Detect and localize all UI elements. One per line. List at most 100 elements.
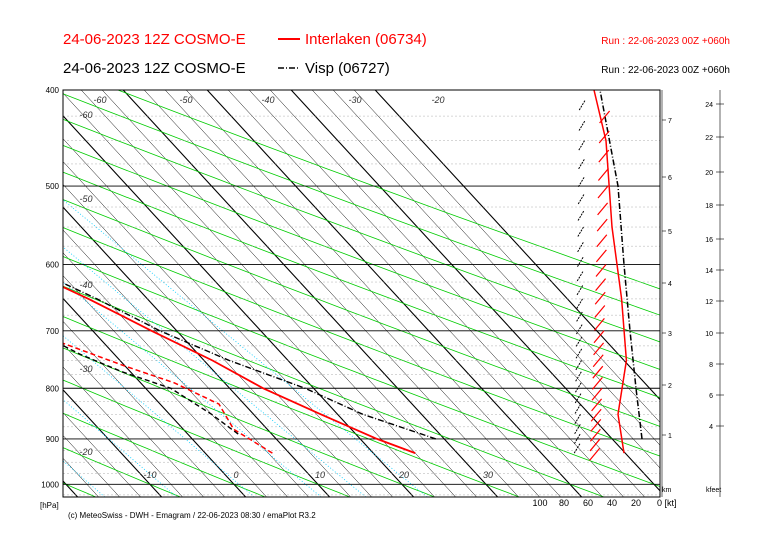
isotherm-line [63,115,415,497]
interlaken-dewpoint-line [63,342,273,454]
interlaken-wind-barb [593,330,605,344]
interlaken-wind-barb [591,376,603,390]
dry-adiabat-line [63,285,605,497]
isotherm-label: -30 [79,364,92,374]
isotherm-line [0,90,15,497]
pressure-tick-label: 900 [46,435,60,444]
km-tick-label: 7 [668,118,672,125]
isotherm-label: -20 [79,447,92,457]
pressure-tick-label: 1000 [41,480,59,489]
visp-wind-barb [576,285,584,296]
visp-wind-barb [577,159,585,170]
isotherm-line [63,388,163,497]
mixing-ratio-line [63,246,367,497]
interlaken-wind-barb [595,264,607,277]
isotherm-line [63,480,79,497]
kfeet-tick-label: 12 [705,299,713,306]
kfeet-tick-label: 6 [709,393,713,400]
interlaken-wind-barb [589,438,601,452]
isotherm-line [63,297,247,497]
interlaken-wind-barb [599,110,611,124]
wind-speed-tick-label: 40 [607,498,617,508]
visp-wind-barb [576,242,584,253]
interlaken-wind-barb [597,202,609,216]
isotherm-line [312,90,660,469]
visp-wind-barb [576,271,584,282]
isotherm-line [63,183,351,497]
pressure-tick-label: 500 [46,182,60,191]
dry-adiabat-line [63,171,660,398]
pressure-tick-label: 400 [46,86,60,95]
interlaken-temperature-line [63,285,416,454]
visp-dewpoint-line [63,344,239,435]
interlaken-wind-barb [592,354,604,368]
kfeet-tick-label: 14 [705,268,713,275]
dry-adiabat-line [63,316,520,497]
title-interlaken: 24-06-2023 12Z COSMO-E [63,31,246,48]
knots-unit-label: 0 [kt] [657,498,677,508]
wind-speed-tick-label: 20 [631,498,641,508]
chart-series [63,282,437,454]
isotherm-label: -60 [79,110,92,120]
km-unit-label: km [662,487,672,494]
wind-speed-tick-label: 80 [559,498,569,508]
visp-wind-barb [574,403,582,415]
dry-adiabat-line [63,199,660,427]
dry-adiabat-line [117,90,660,290]
km-tick-label: 1 [668,433,672,440]
isotherm-line [63,206,331,497]
isotherm-label: -60 [93,95,106,105]
isotherm-line [63,252,288,497]
interlaken-wind-barb [591,387,603,401]
km-tick-label: 2 [668,383,672,390]
isotherm-line [63,366,183,497]
visp-wind-barb [573,433,581,445]
credit-text: (c) MeteoSwiss - DWH - Emagram / 22-06-2… [68,511,316,520]
mixing-ratio-line [63,199,428,497]
visp-wind-barb [577,177,585,188]
mixing-ratio-line [63,281,322,497]
interlaken-wind-barb [595,249,607,263]
isotherm-label: 30 [483,470,493,480]
isotherm-line [144,90,519,497]
isotherm-label: -50 [79,194,92,204]
isotherm-line [186,90,561,497]
isotherm-line [228,90,603,497]
dry-adiabat-line [63,118,660,343]
visp-wind-barb [574,414,581,425]
dry-adiabat-line [63,447,181,497]
visp-wind-barb [574,382,582,394]
visp-wind-barb [575,336,583,348]
visp-wind-barb [574,393,582,404]
visp-wind-barb [578,140,585,151]
kfeet-tick-label: 8 [709,362,713,369]
km-tick-label: 4 [668,281,672,288]
isotherm-label: 20 [398,470,409,480]
isotherm-label: -30 [348,95,361,105]
visp-wind-barb [577,226,584,238]
pressure-tick-label: 800 [46,384,60,393]
dry-adiabat-line [63,412,266,497]
plot-frame [62,89,661,498]
wind-speed-tick-label: 100 [532,498,547,508]
isotherm-label: 10 [315,470,325,480]
interlaken-wind-barb [589,428,601,442]
visp-wind-barb [576,298,583,310]
isotherm-line [63,343,204,497]
isotherm-line [63,275,267,497]
isotherm-line [102,90,477,497]
visp-wind-barb [575,360,582,371]
interlaken-wind-barb [590,408,602,422]
isotherm-label: -40 [79,280,92,290]
interlaken-wind-barb [593,342,605,356]
isotherm-line [374,90,660,401]
kfeet-unit-label: kfeet [706,487,721,494]
dry-adiabat-line [63,256,660,487]
interlaken-wind-barb [589,448,601,461]
isotherm-label: -20 [431,95,444,105]
run-info-visp: Run : 22-06-2023 00Z +060h [601,65,730,76]
pressure-tick-label: 600 [46,260,60,269]
interlaken-wind-barb [597,168,609,181]
km-tick-label: 5 [668,229,672,236]
interlaken-wind-barb [594,305,606,318]
